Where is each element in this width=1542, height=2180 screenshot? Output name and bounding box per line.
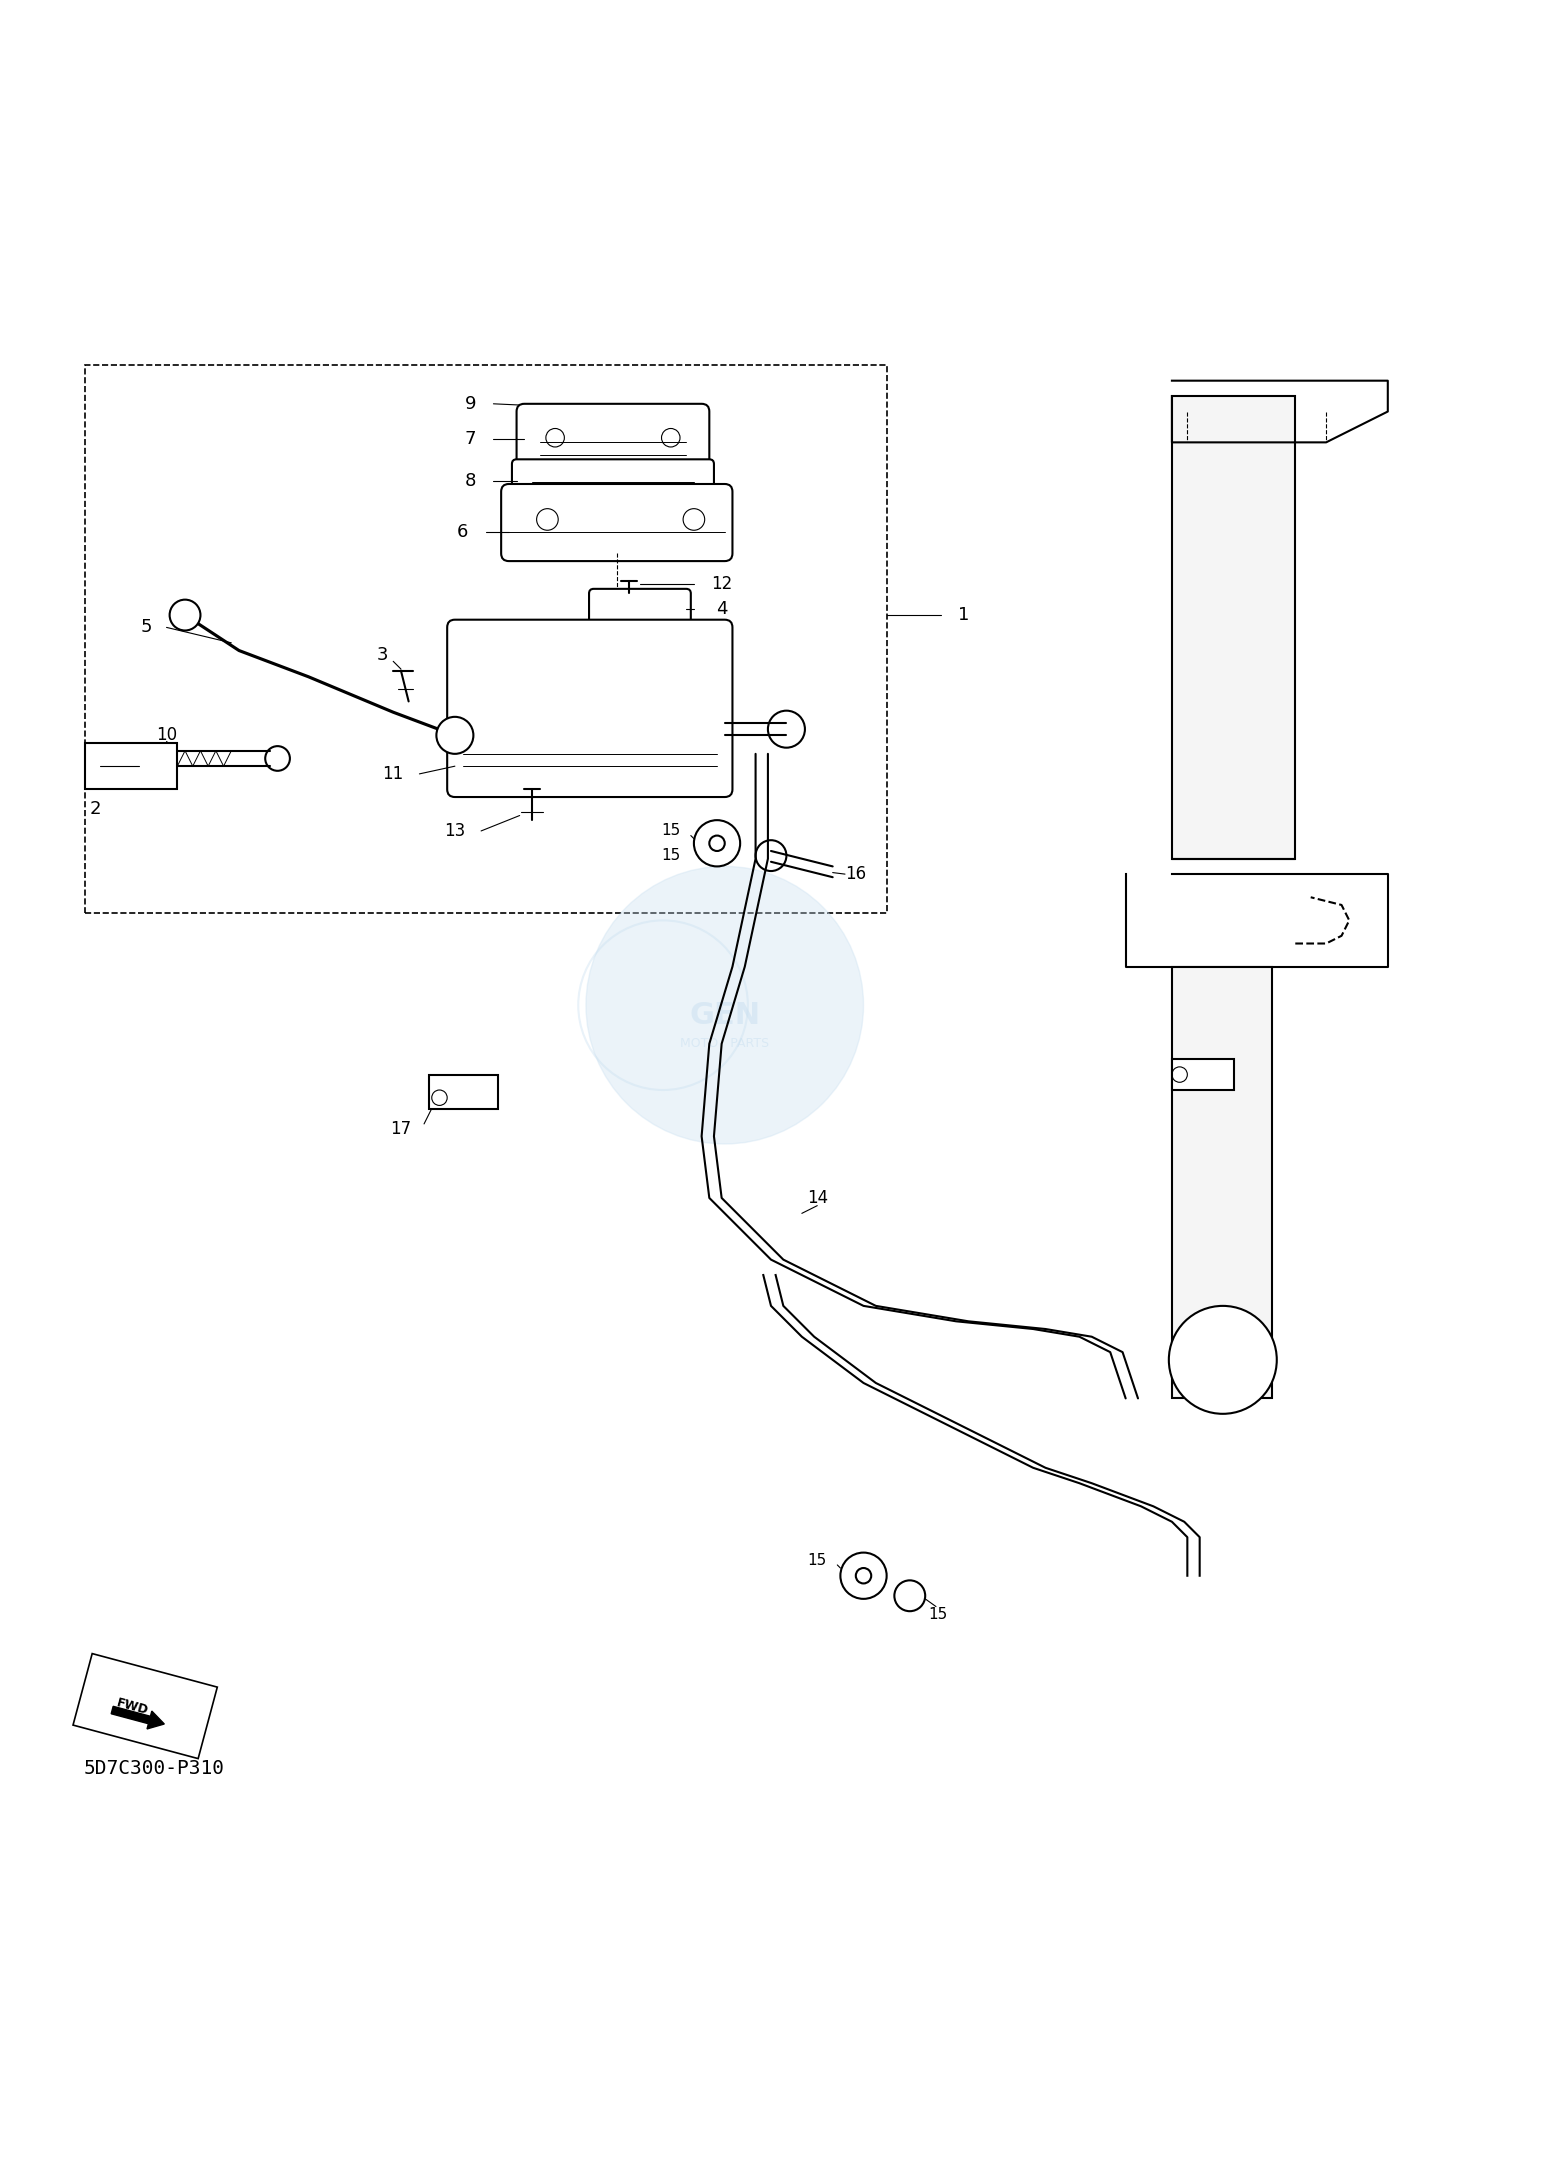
Text: 3: 3 bbox=[376, 645, 389, 665]
Circle shape bbox=[170, 600, 200, 630]
Text: 4: 4 bbox=[715, 600, 728, 617]
FancyBboxPatch shape bbox=[589, 589, 691, 632]
FancyBboxPatch shape bbox=[447, 619, 732, 798]
Text: 10: 10 bbox=[156, 726, 177, 743]
Text: 15: 15 bbox=[928, 1607, 947, 1622]
Text: 15: 15 bbox=[808, 1552, 827, 1567]
Bar bbox=[429, 1075, 498, 1107]
Text: 5: 5 bbox=[140, 619, 153, 637]
Bar bbox=[85, 366, 887, 913]
Bar bbox=[1172, 397, 1295, 859]
Circle shape bbox=[1169, 1306, 1277, 1415]
Polygon shape bbox=[1172, 382, 1388, 443]
Bar bbox=[85, 743, 177, 789]
Bar bbox=[72, 1655, 217, 1759]
Text: 14: 14 bbox=[806, 1188, 828, 1208]
FancyArrow shape bbox=[111, 1707, 165, 1729]
Text: 11: 11 bbox=[382, 765, 404, 783]
Circle shape bbox=[586, 865, 864, 1144]
Circle shape bbox=[436, 717, 473, 754]
Text: MOTO   PARTS: MOTO PARTS bbox=[680, 1038, 769, 1051]
Bar bbox=[1172, 1059, 1234, 1090]
Bar bbox=[1172, 966, 1272, 1397]
Text: 9: 9 bbox=[464, 395, 476, 412]
Text: 2: 2 bbox=[89, 800, 102, 818]
Text: 13: 13 bbox=[444, 822, 466, 839]
Text: 15: 15 bbox=[662, 848, 680, 863]
Text: 17: 17 bbox=[390, 1121, 412, 1138]
FancyBboxPatch shape bbox=[512, 460, 714, 497]
Text: 12: 12 bbox=[711, 576, 732, 593]
Text: 7: 7 bbox=[464, 429, 476, 449]
Text: 8: 8 bbox=[464, 471, 476, 490]
Text: 6: 6 bbox=[456, 523, 469, 541]
Text: 5D7C300-P310: 5D7C300-P310 bbox=[83, 1759, 225, 1779]
Text: 16: 16 bbox=[845, 865, 867, 883]
FancyBboxPatch shape bbox=[501, 484, 732, 560]
Text: GEN: GEN bbox=[689, 1001, 760, 1031]
Text: 1: 1 bbox=[958, 606, 970, 623]
Text: 15: 15 bbox=[662, 824, 680, 839]
Polygon shape bbox=[1126, 874, 1388, 966]
FancyBboxPatch shape bbox=[517, 403, 709, 473]
Text: FWD: FWD bbox=[116, 1696, 150, 1718]
